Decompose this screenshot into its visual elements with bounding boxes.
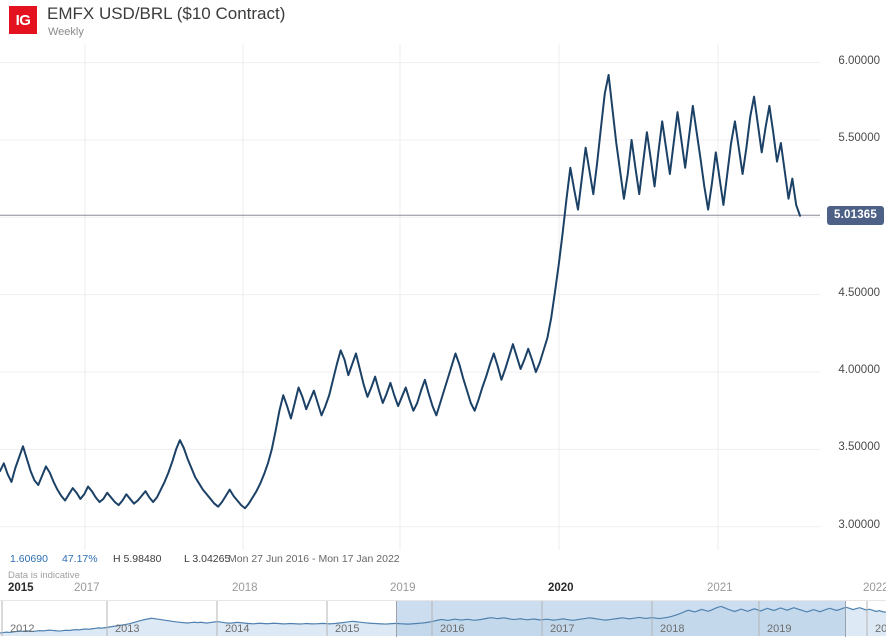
chart-header: IG EMFX USD/BRL ($10 Contract) Weekly — [0, 0, 886, 44]
navigator-svg — [0, 601, 886, 636]
stat-period-high: H 5.98480 — [113, 553, 162, 565]
data-disclaimer: Data is indicative — [8, 570, 80, 581]
x-axis-label: 2019 — [390, 582, 416, 594]
navigator-year-label: 2016 — [440, 623, 465, 635]
stat-date-range: Mon 27 Jun 2016 - Mon 17 Jan 2022 — [228, 553, 400, 565]
x-axis-label: 2020 — [548, 582, 574, 594]
navigator-year-label: 2018 — [660, 623, 685, 635]
horizontal-gridlines — [0, 62, 820, 528]
x-axis-label: 2015 — [8, 582, 34, 594]
y-axis-label: 4.00000 — [838, 364, 880, 377]
vertical-gridlines — [84, 44, 719, 550]
chart-stats-bar: 1.60690 47.17% H 5.98480 L 3.04265 Mon 2… — [0, 552, 886, 586]
stat-period-low: L 3.04265 — [184, 553, 231, 565]
navigator-handle-right[interactable] — [845, 601, 846, 637]
navigator-year-label: 2014 — [225, 623, 250, 635]
timeframe-label: Weekly — [48, 26, 84, 38]
price-chart-plot[interactable] — [0, 44, 886, 550]
x-axis-label: 2017 — [74, 582, 100, 594]
navigator-year-label: 2012 — [10, 623, 35, 635]
x-axis: 2015 2017 2018 2019 2020 2021 2022 — [0, 582, 886, 600]
instrument-title: EMFX USD/BRL ($10 Contract) — [47, 4, 286, 23]
navigator-year-label: 2020 — [875, 623, 886, 635]
range-navigator[interactable]: 2012 2013 2014 2015 2016 2017 2018 2019 2020 — [0, 600, 886, 637]
navigator-year-label: 2019 — [767, 623, 792, 635]
y-axis-label: 6.00000 — [838, 54, 880, 67]
navigator-tick-lines — [1, 601, 868, 636]
navigator-handle-left[interactable] — [396, 601, 397, 637]
y-axis-label: 5.50000 — [838, 131, 880, 144]
y-axis-label: 3.50000 — [838, 441, 880, 454]
navigator-year-label: 2015 — [335, 623, 360, 635]
navigator-year-label: 2017 — [550, 623, 575, 635]
y-axis-label: 3.00000 — [838, 518, 880, 531]
x-axis-label: 2021 — [707, 582, 733, 594]
price-chart-svg — [0, 44, 820, 550]
y-axis-label: 4.50000 — [838, 286, 880, 299]
stat-change-percent: 47.17% — [62, 553, 98, 565]
x-axis-label: 2018 — [232, 582, 258, 594]
navigator-series-line — [0, 605, 886, 634]
navigator-year-label: 2013 — [115, 623, 140, 635]
stat-change-value: 1.60690 — [10, 553, 48, 565]
x-axis-label: 2022 — [863, 582, 886, 594]
current-price-badge: 5.01365 — [827, 205, 884, 225]
price-series-line — [0, 73, 801, 510]
ig-logo: IG — [9, 6, 37, 34]
